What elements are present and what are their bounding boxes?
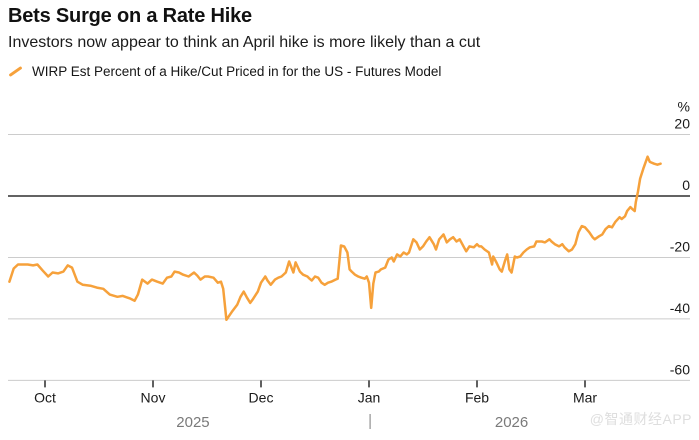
y-axis-label-20: 20	[674, 116, 690, 132]
y-axis-label--40: -40	[670, 300, 690, 316]
x-axis-label-feb: Feb	[465, 389, 489, 405]
x-axis-label-oct: Oct	[34, 389, 56, 405]
watermark-text: @智通财经APP	[589, 411, 692, 427]
page-title: Bets Surge on a Rate Hike	[8, 5, 252, 27]
chart-subtitle: Investors now appear to think an April h…	[8, 34, 481, 51]
x-axis-label-mar: Mar	[573, 389, 597, 405]
year-label-2025: 2025	[176, 414, 209, 431]
x-axis-label-nov: Nov	[141, 389, 166, 405]
y-axis-label-0: 0	[682, 177, 690, 193]
y-axis-unit-label: %	[678, 99, 690, 115]
chart-legend: WIRP Est Percent of a Hike/Cut Priced in…	[8, 63, 441, 79]
x-axis-label-dec: Dec	[249, 389, 274, 405]
legend-series-label: WIRP Est Percent of a Hike/Cut Priced in…	[32, 63, 442, 79]
x-axis-label-jan: Jan	[358, 389, 381, 405]
series-line	[8, 155, 662, 322]
y-axis-label--20: -20	[670, 238, 690, 254]
year-label-2026: 2026	[495, 414, 528, 431]
y-axis-label--60: -60	[670, 361, 690, 377]
